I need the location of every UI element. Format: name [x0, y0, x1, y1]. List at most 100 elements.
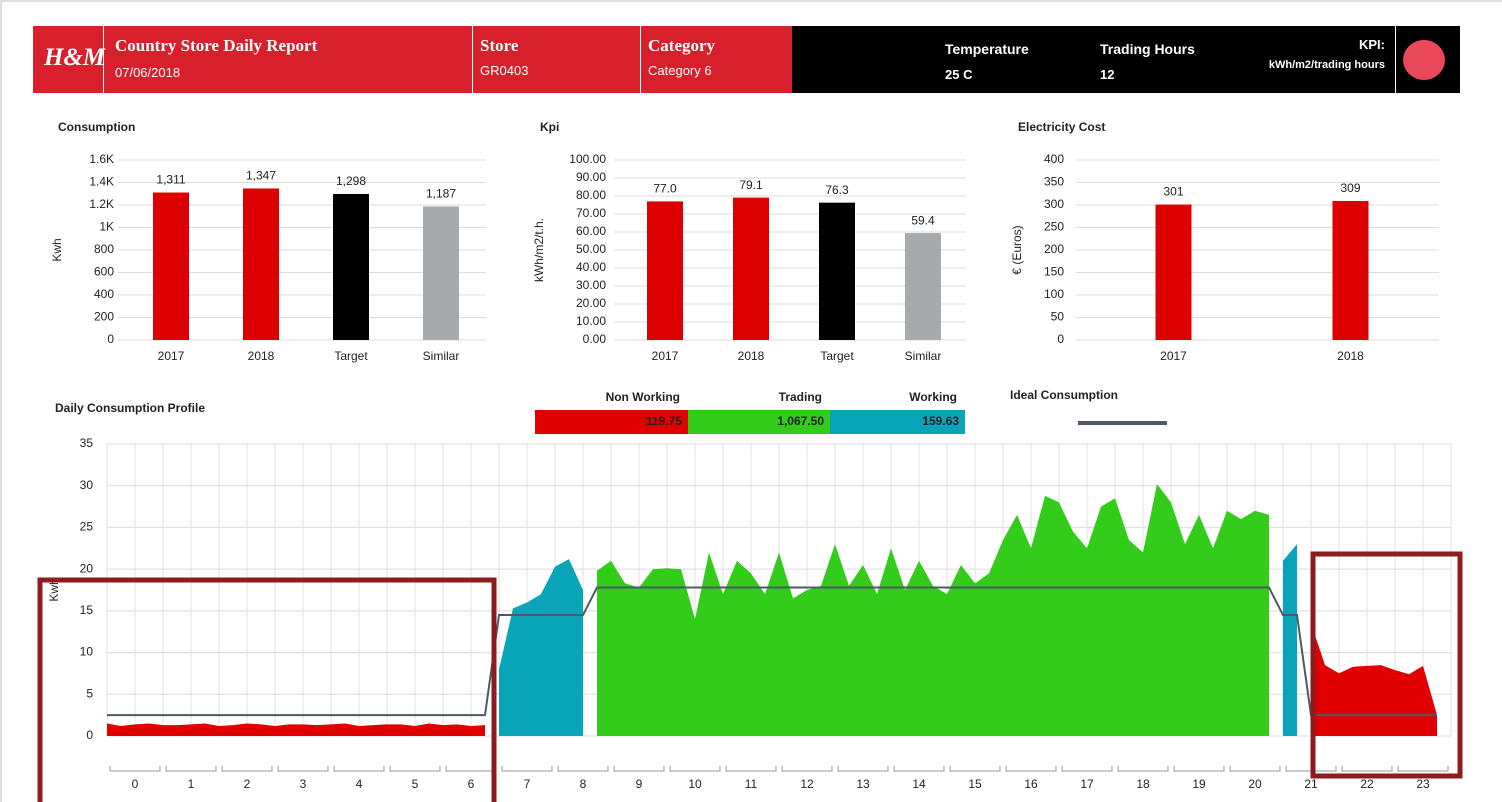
legend-label: Ideal Consumption	[1010, 388, 1118, 402]
bar	[423, 206, 459, 340]
y-tick-label: 35	[80, 436, 94, 450]
legend-swatch	[688, 410, 830, 434]
temperature-label: Temperature	[945, 41, 1029, 57]
highlight-box	[37, 577, 497, 802]
x-tick-mark	[1229, 766, 1281, 772]
x-tick-label: 11	[745, 777, 758, 791]
y-tick-label: 1.6K	[89, 152, 114, 166]
legend-total: 119.75	[646, 414, 682, 428]
legend-label: Trading	[779, 390, 822, 404]
value-label: 1,347	[246, 169, 276, 183]
value-label: 301	[1163, 185, 1183, 199]
x-tick-label: 2018	[248, 349, 275, 363]
y-tick-label: 350	[1044, 175, 1064, 189]
y-tick-label: 600	[94, 265, 114, 279]
bar	[647, 201, 683, 340]
x-tick-label: 4	[356, 777, 363, 791]
y-tick-label: 0	[107, 332, 114, 346]
y-tick-label: 40.00	[576, 260, 606, 274]
x-tick-label: 17	[1080, 777, 1094, 791]
x-tick-mark	[1005, 766, 1057, 772]
x-tick-mark	[1117, 766, 1169, 772]
trading-hours-value: 12	[1100, 67, 1115, 82]
bar	[733, 197, 769, 340]
temperature-value: 25 C	[945, 67, 973, 82]
kpi-status	[1403, 40, 1445, 80]
x-tick-label: 18	[1136, 777, 1150, 791]
y-tick-label: 200	[1044, 242, 1064, 256]
legend-total: 159.63	[922, 414, 959, 428]
header-black	[792, 26, 1460, 93]
x-tick-label: 13	[856, 777, 870, 791]
y-tick-label: 20.00	[576, 296, 606, 310]
value-label: 1,298	[336, 174, 366, 188]
report-title: Country Store Daily Report	[115, 36, 318, 55]
x-tick-label: 3	[300, 777, 307, 791]
bar	[1155, 204, 1192, 340]
x-tick-mark	[1341, 766, 1393, 772]
y-tick-label: 15	[80, 603, 94, 617]
x-tick-mark	[333, 766, 385, 772]
kpi-unit: kWh/m2/trading hours	[1268, 59, 1385, 71]
y-tick-label: 400	[94, 287, 114, 301]
y-tick-label: 50	[1051, 310, 1065, 324]
y-tick-label: 150	[1044, 265, 1064, 279]
report-date: 07/06/2018	[115, 65, 181, 80]
y-tick-label: 80.00	[576, 188, 606, 202]
bar	[153, 192, 189, 340]
y-tick-label: 20	[80, 561, 94, 575]
y-tick-label: 0.00	[583, 332, 607, 346]
x-tick-label: 21	[1304, 777, 1318, 791]
x-tick-label: 2017	[652, 349, 679, 363]
y-tick-label: 25	[80, 520, 94, 534]
x-tick-mark	[613, 766, 665, 772]
x-tick-mark	[221, 766, 273, 772]
x-tick-label: Similar	[905, 349, 942, 363]
y-tick-label: 200	[94, 310, 114, 324]
x-tick-label: 19	[1192, 777, 1206, 791]
highlight-box	[1310, 551, 1463, 779]
y-tick-label: 60.00	[576, 224, 606, 238]
divider	[640, 26, 641, 93]
legend-total: 1,067.50	[777, 414, 824, 428]
category-value: Category 6	[648, 63, 712, 78]
x-tick-label: 14	[912, 777, 926, 791]
y-axis-label: kWh/m2/t.h.	[532, 218, 546, 282]
y-tick-label: 0	[1057, 332, 1064, 346]
area	[107, 623, 1437, 736]
y-tick-label: 0	[86, 728, 93, 742]
legend-label: Working	[909, 390, 957, 404]
x-tick-label: 15	[968, 777, 982, 791]
x-tick-label: 1	[188, 777, 195, 791]
value-label: 77.0	[653, 182, 677, 196]
y-tick-label: 30.00	[576, 278, 606, 292]
x-tick-label: 22	[1360, 777, 1374, 791]
x-tick-mark	[165, 766, 217, 772]
x-tick-mark	[781, 766, 833, 772]
category-label: Category	[648, 36, 716, 55]
x-tick-mark	[389, 766, 441, 772]
kpi-label: KPI:	[1359, 37, 1385, 52]
x-tick-label: 10	[688, 777, 702, 791]
x-tick-mark	[277, 766, 329, 772]
x-tick-mark	[1397, 766, 1449, 772]
x-tick-label: 0	[132, 777, 139, 791]
y-tick-label: 300	[1044, 197, 1064, 211]
y-tick-label: 400	[1044, 152, 1064, 166]
y-tick-label: 5	[86, 686, 93, 700]
y-tick-label: 1.4K	[89, 175, 114, 189]
y-tick-label: 800	[94, 242, 114, 256]
x-tick-mark	[949, 766, 1001, 772]
x-tick-label: 2	[244, 777, 251, 791]
y-tick-label: 1K	[99, 220, 114, 234]
ideal-line	[107, 586, 1437, 717]
bar	[333, 193, 369, 340]
bar	[905, 233, 941, 340]
x-tick-label: 6	[468, 777, 475, 791]
x-tick-label: 16	[1024, 777, 1038, 791]
x-tick-mark	[1173, 766, 1225, 772]
value-label: 1,311	[156, 173, 185, 187]
